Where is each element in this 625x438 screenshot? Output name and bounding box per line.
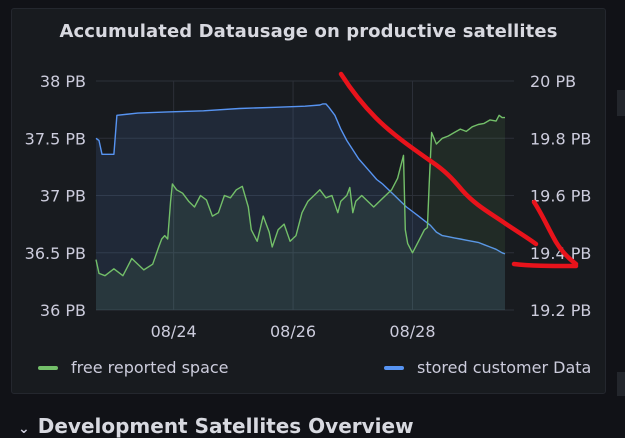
y-left-tick-label: 37 PB xyxy=(40,187,86,206)
red-annotation-stroke xyxy=(511,261,579,269)
panel-title: Accumulated Datausage on productive sate… xyxy=(59,21,558,42)
y-left-tick-label: 37.5 PB xyxy=(25,129,86,148)
x-tick-label: 08/24 xyxy=(151,322,197,341)
legend-item-free-reported-space[interactable]: free reported space xyxy=(38,358,229,377)
row-title: Development Satellites Overview xyxy=(37,414,414,438)
y-right-tick-label: 19.6 PB xyxy=(530,187,591,206)
y-right-tick-label: 20 PB xyxy=(530,72,576,91)
scrollbar-segment xyxy=(617,372,625,396)
y-left-tick-label: 38 PB xyxy=(40,72,86,91)
line-chart: 38 PB 37.5 PB 37 PB 36.5 PB 36 PB 20 PB 19.8 P… xyxy=(25,72,592,341)
series-line xyxy=(95,114,505,277)
y-right-tick-label: 19.2 PB xyxy=(530,301,591,320)
series-area xyxy=(96,115,505,310)
legend-swatch-blue xyxy=(384,365,404,370)
chevron-down-icon[interactable]: ⌄ xyxy=(18,421,30,437)
red-annotation-marks xyxy=(338,71,579,269)
x-tick-label: 08/26 xyxy=(270,322,316,341)
red-annotation-stroke xyxy=(338,71,539,247)
legend-swatch-green xyxy=(38,365,58,370)
legend-label: free reported space xyxy=(71,358,229,377)
legend-label: stored customer Data xyxy=(417,358,592,377)
legend-item-stored-customer-data[interactable]: stored customer Data xyxy=(384,358,591,377)
row-header-development-satellites[interactable]: ⌄ Development Satellites Overview xyxy=(18,414,414,438)
y-left-tick-label: 36 PB xyxy=(40,301,86,320)
y-right-tick-label: 19.8 PB xyxy=(530,129,591,148)
y-left-tick-label: 36.5 PB xyxy=(25,244,86,263)
red-annotation-stroke xyxy=(531,199,579,267)
scrollbar-segment xyxy=(617,90,625,116)
chart-panel: Accumulated Datausage on productive sate… xyxy=(11,8,606,394)
y-right-tick-label: 19.4 PB xyxy=(530,244,591,263)
x-tick-label: 08/28 xyxy=(389,322,435,341)
series-line xyxy=(95,103,506,255)
series-area xyxy=(96,103,505,311)
